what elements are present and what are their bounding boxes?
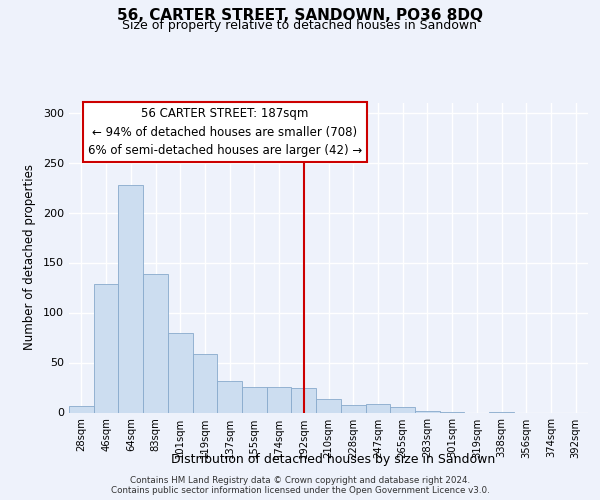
Bar: [415, 410, 440, 412]
Bar: [193, 354, 217, 412]
Bar: [242, 386, 267, 412]
Bar: [217, 380, 242, 412]
Text: 56 CARTER STREET: 187sqm
← 94% of detached houses are smaller (708)
6% of semi-d: 56 CARTER STREET: 187sqm ← 94% of detach…: [88, 107, 362, 157]
Bar: [267, 386, 292, 412]
Bar: [390, 406, 415, 412]
Bar: [94, 284, 118, 412]
Y-axis label: Number of detached properties: Number of detached properties: [23, 164, 36, 350]
Bar: [118, 184, 143, 412]
Bar: [292, 388, 316, 412]
Bar: [316, 398, 341, 412]
Bar: [69, 406, 94, 412]
Text: Contains HM Land Registry data © Crown copyright and database right 2024.: Contains HM Land Registry data © Crown c…: [130, 476, 470, 485]
Text: Size of property relative to detached houses in Sandown: Size of property relative to detached ho…: [122, 18, 478, 32]
Text: 56, CARTER STREET, SANDOWN, PO36 8DQ: 56, CARTER STREET, SANDOWN, PO36 8DQ: [117, 8, 483, 22]
Text: Contains public sector information licensed under the Open Government Licence v3: Contains public sector information licen…: [110, 486, 490, 495]
Bar: [168, 332, 193, 412]
Bar: [341, 404, 365, 412]
Bar: [143, 274, 168, 412]
Bar: [365, 404, 390, 412]
Text: Distribution of detached houses by size in Sandown: Distribution of detached houses by size …: [171, 452, 495, 466]
